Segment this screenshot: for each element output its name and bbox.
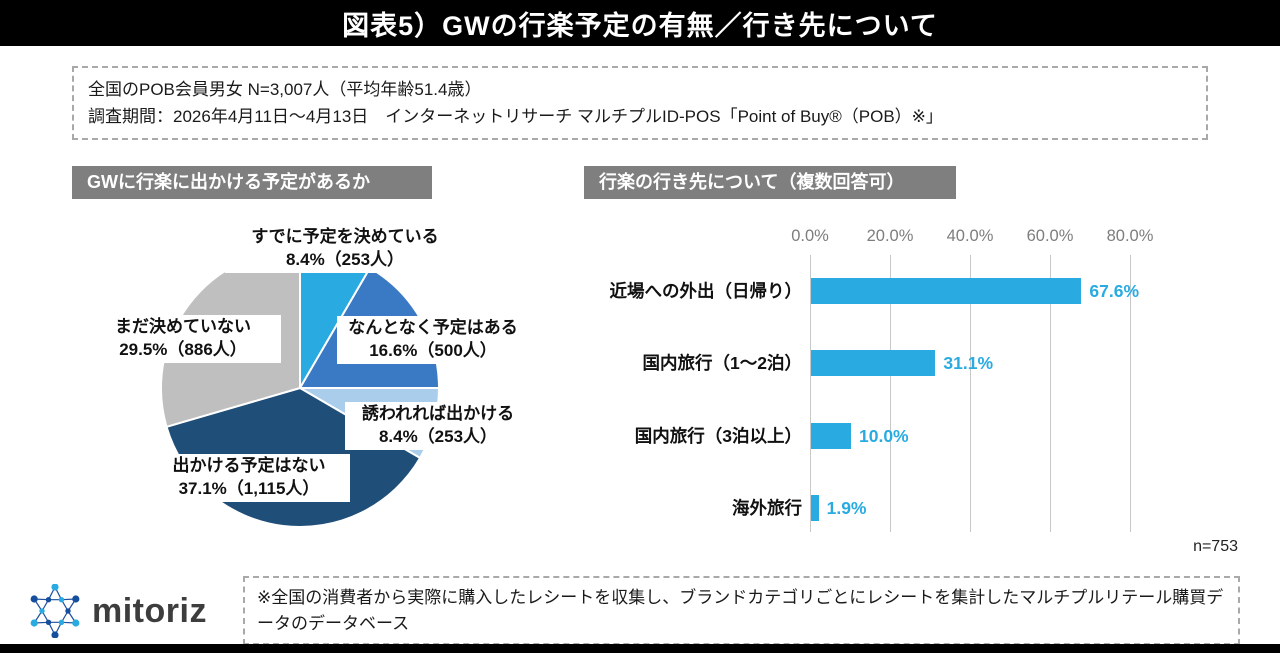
pie-label-value: 8.4%（253人） <box>285 249 405 269</box>
bar-value-label: 67.6% <box>1089 281 1140 301</box>
mitoriz-logo: mitoriz <box>28 584 207 638</box>
pie-label-value: 8.4%（253人） <box>378 426 498 446</box>
x-axis-tick-label: 20.0% <box>866 227 914 245</box>
pie-label-text: まだ決めていない <box>115 317 251 336</box>
sample-size-label: n=753 <box>1193 538 1238 555</box>
survey-info-line1: 全国のPOB会員男女 N=3,007人（平均年齢51.4歳） <box>88 80 482 99</box>
pie-label-decided: すでに予定を決めている 8.4%（253人） <box>225 225 465 273</box>
pie-label-value: 37.1%（1,115人） <box>178 478 320 498</box>
bar-category-label: 近場への外出（日帰り） <box>609 281 803 301</box>
pie-label-text: 誘われれば出かける <box>361 404 515 423</box>
footnote-box: ※全国の消費者から実際に購入したレシートを収集し、ブランドカテゴリごとにレシート… <box>243 576 1240 645</box>
bar-category-labels: 近場への外出（日帰り） 国内旅行（1〜2泊） 国内旅行（3泊以上） 海外旅行 <box>520 255 803 532</box>
x-axis-tick-label: 40.0% <box>946 227 994 245</box>
pie-label-no-plan: 出かける予定はない 37.1%（1,115人） <box>148 454 350 502</box>
x-axis-tick-label: 60.0% <box>1026 227 1074 245</box>
bar-value-label: 10.0% <box>859 425 909 446</box>
bar-value-label: 31.1% <box>943 353 994 374</box>
bar-category-label: 国内旅行（3泊以上） <box>634 425 802 446</box>
gridline <box>1130 255 1131 532</box>
x-axis-tick-label: 0.0% <box>791 227 829 245</box>
gridline <box>1050 255 1051 532</box>
gridline <box>810 255 811 532</box>
pie-label-value: 29.5%（886人） <box>119 339 247 359</box>
survey-info-box: 全国のPOB会員男女 N=3,007人（平均年齢51.4歳） 調査期間：2026… <box>72 66 1208 141</box>
survey-info-line2: 調査期間：2026年4月11日〜4月13日 インターネットリサーチ マルチプルI… <box>88 107 943 127</box>
mitoriz-logo-icon <box>30 584 80 638</box>
gridline <box>890 255 891 532</box>
page-title: 図表5）GWの行楽予定の有無／行き先について <box>342 10 938 41</box>
bar-category-label: 国内旅行（1〜2泊） <box>642 353 802 374</box>
x-axis-tick-label: 80.0% <box>1106 227 1154 245</box>
gridline <box>970 255 971 532</box>
bar <box>811 422 851 449</box>
bar-value-label: 1.9% <box>826 498 867 519</box>
pie-label-text: 出かける予定はない <box>172 456 326 475</box>
bar-plot: 0.0% 20.0% 40.0% 60.0% 80.0% 67.6% 31.1% 10.0% 1… <box>791 227 1154 532</box>
pie-section-heading: GWに行楽に出かける予定があるか <box>72 166 432 199</box>
footer-bar <box>0 644 1280 653</box>
pie-label-undecided: まだ決めていない 29.5%（886人） <box>85 315 281 363</box>
bar <box>811 278 1082 304</box>
bar-category-label: 海外旅行 <box>732 498 802 519</box>
title-bar: 図表5）GWの行楽予定の有無／行き先について <box>0 0 1280 46</box>
pie-label-vague-plan: なんとなく予定はある 16.6%（500人） <box>337 316 529 364</box>
bar <box>811 350 936 377</box>
bar-section-heading: 行楽の行き先について（複数回答可） <box>584 166 956 199</box>
pie-label-value: 16.6%（500人） <box>369 340 497 360</box>
pie-label-if-invited: 誘われれば出かける 8.4%（253人） <box>345 402 531 450</box>
pie-label-text: なんとなく予定はある <box>348 318 518 337</box>
bar <box>811 495 819 522</box>
pie-label-text: すでに予定を決めている <box>251 227 439 246</box>
mitoriz-logo-text: mitoriz <box>92 591 207 630</box>
